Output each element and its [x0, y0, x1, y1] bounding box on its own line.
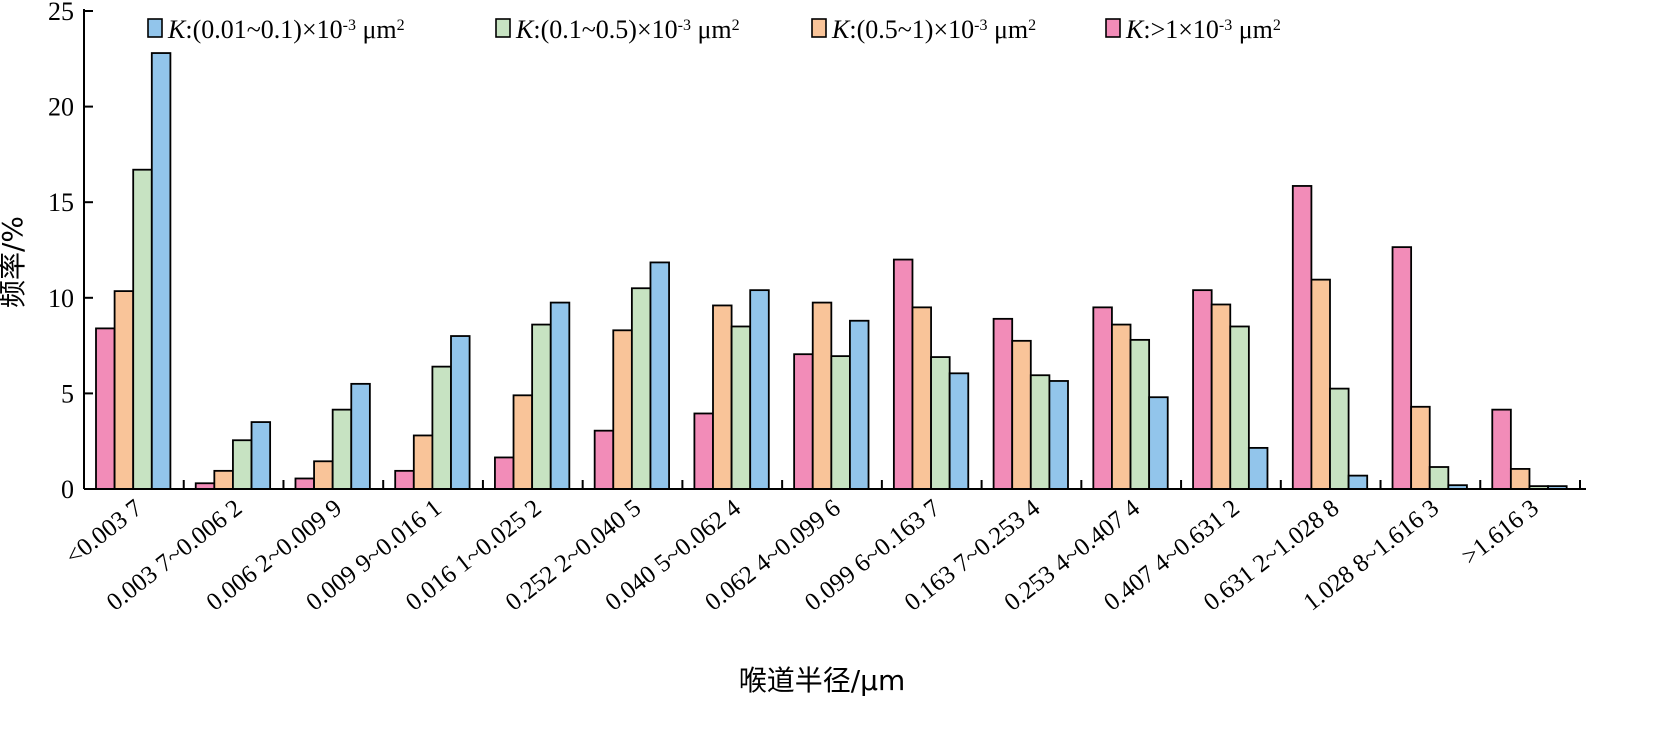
bar-s3-c1	[250, 421, 272, 490]
legend-unit: μm	[691, 15, 732, 44]
bar-s2-c10	[1129, 338, 1151, 490]
bar-s1-c9	[1011, 339, 1032, 490]
legend-k-symbol: K	[167, 15, 187, 44]
bar-s1-c11	[1210, 303, 1232, 490]
bar-s3-c9	[1048, 380, 1069, 490]
bar-s1-c5	[612, 329, 633, 490]
legend-entry-1: K:(0.1~0.5)×10-3 μm2	[515, 15, 740, 44]
bar-s3-c12	[1347, 474, 1369, 490]
y-axis-title: 频率/%	[0, 216, 29, 308]
bar-s1-c2	[313, 460, 334, 490]
bar-s0-c14	[1491, 408, 1512, 490]
bar-s0-c10	[1092, 306, 1113, 490]
legend-unit: μm	[987, 15, 1028, 44]
legend-unit: μm	[356, 15, 397, 44]
bar-s2-c4	[531, 323, 552, 490]
bar-s0-c11	[1192, 289, 1213, 490]
legend-unit: μm	[1232, 15, 1273, 44]
bar-s3-c3	[450, 335, 471, 490]
bar-s2-c12	[1329, 387, 1350, 490]
legend-range: :(0.01~0.1)×10	[185, 15, 342, 44]
bar-s1-c13	[1410, 405, 1431, 490]
bar-s1-c10	[1111, 323, 1132, 490]
bar-s3-c8	[948, 372, 970, 490]
bar-s0-c4	[494, 456, 515, 490]
x-category-label-14: >1.616 3	[1457, 494, 1544, 570]
bar-s3-c11	[1247, 446, 1269, 490]
bar-s0-c8	[892, 258, 914, 490]
bar-s1-c3	[412, 434, 434, 490]
bar-s2-c0	[132, 168, 153, 490]
bar-s0-c6	[693, 412, 714, 490]
bar-s2-c13	[1428, 466, 1450, 490]
legend-k-symbol: K	[1125, 15, 1145, 44]
x-category-label-0: <0.003 7	[61, 494, 148, 570]
bar-s3-c5	[649, 261, 670, 490]
bar-s1-c8	[911, 306, 932, 490]
bar-s0-c5	[593, 429, 615, 490]
bar-s2-c9	[1029, 374, 1051, 490]
y-tick-label-4: 20	[48, 93, 74, 122]
legend-unit-exponent: 2	[1273, 17, 1281, 34]
bar-s0-c2	[294, 477, 315, 490]
legend-range: :>1×10	[1143, 15, 1219, 44]
bar-s0-c0	[95, 327, 116, 490]
legend-unit-exponent: 2	[397, 17, 405, 34]
bar-s2-c3	[431, 365, 452, 490]
legend-entry-0: K:(0.01~0.1)×10-3 μm2	[167, 15, 405, 44]
legend-swatch-3	[1105, 18, 1121, 38]
bar-s0-c3	[394, 469, 415, 490]
legend-exponent: -3	[343, 17, 356, 34]
bar-s1-c7	[811, 301, 833, 490]
legend-exponent: -3	[678, 17, 691, 34]
legend-entry-2: K:(0.5~1)×10-3 μm2	[831, 15, 1036, 44]
legend-k-symbol: K	[515, 15, 535, 44]
bar-s2-c7	[830, 355, 851, 490]
legend-unit-exponent: 2	[1028, 17, 1036, 34]
bar-s1-c0	[113, 290, 135, 490]
legend-unit-exponent: 2	[732, 17, 740, 34]
x-axis-title: 喉道半径/μm	[739, 664, 906, 697]
bar-s1-c1	[213, 469, 234, 490]
bar-s3-c2	[350, 382, 371, 490]
legend: K:(0.01~0.1)×10-3 μm2 K:(0.1~0.5)×10-3 μm…	[147, 15, 1281, 44]
legend-exponent: -3	[1219, 17, 1232, 34]
bar-s1-c12	[1310, 278, 1331, 490]
legend-swatch-0	[147, 18, 163, 38]
bar-s2-c5	[630, 287, 652, 490]
legend-exponent: -3	[974, 17, 987, 34]
bar-s3-c0	[150, 52, 172, 490]
legend-k-symbol: K	[831, 15, 851, 44]
bar-s0-c13	[1391, 246, 1413, 490]
y-tick-label-3: 15	[48, 188, 74, 217]
bar-s3-c10	[1148, 396, 1169, 490]
legend-swatch-1	[495, 18, 511, 38]
legend-swatch-2	[811, 18, 827, 38]
bar-s0-c12	[1291, 185, 1313, 490]
bar-s2-c1	[232, 439, 253, 490]
bar-s2-c6	[730, 325, 752, 490]
bar-s3-c4	[549, 301, 571, 490]
bar-s3-c7	[849, 319, 870, 490]
bar-s3-c6	[749, 289, 770, 490]
y-tick-label-2: 10	[48, 284, 74, 313]
legend-range: :(0.1~0.5)×10	[533, 15, 677, 44]
bar-s2-c8	[930, 356, 951, 490]
bar-s2-c2	[331, 408, 353, 490]
y-tick-label-0: 0	[61, 475, 74, 504]
bar-s0-c9	[992, 317, 1014, 490]
y-tick-label-1: 5	[61, 379, 74, 408]
bars-layer	[95, 52, 1568, 490]
bar-s1-c4	[512, 394, 534, 490]
y-tick-label-5: 25	[48, 0, 74, 26]
bar-s2-c11	[1229, 325, 1250, 490]
legend-range: :(0.5~1)×10	[849, 15, 974, 44]
bar-s1-c6	[712, 304, 733, 490]
legend-entry-3: K:>1×10-3 μm2	[1125, 15, 1281, 44]
bar-s1-c14	[1509, 468, 1531, 490]
bar-s0-c7	[793, 353, 814, 490]
